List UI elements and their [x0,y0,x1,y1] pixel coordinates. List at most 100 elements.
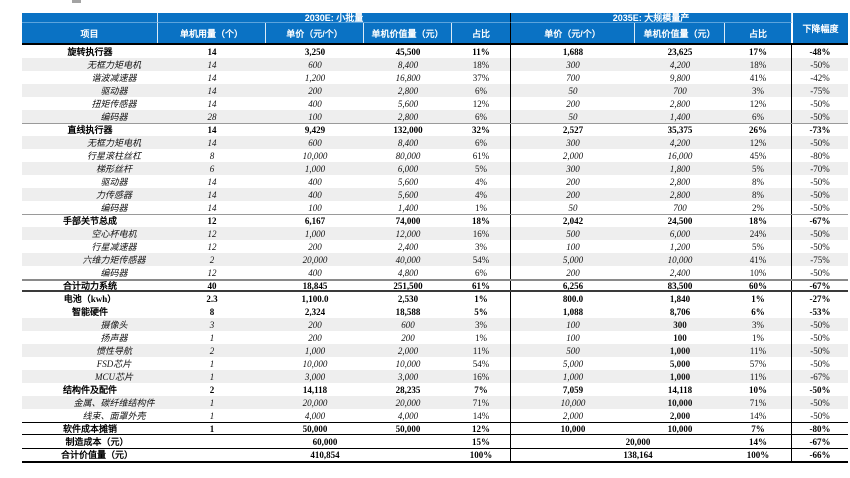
value-cell: 10,000 [667,254,693,265]
table-row: 电池（kwh） 2.3 1,100.0 2,530 1% 800.0 1,840 1% -27% [22,292,848,305]
value-cell: -50% [810,202,830,213]
value-cell: 200 [566,98,580,109]
item-label: 行星减速器 [91,241,137,252]
value-cell: 100 [308,202,322,213]
value-cell: 6,256 [562,281,584,290]
header-group-2030: 2030E: 小批量 [158,13,511,23]
value-cell: 5% [725,162,792,175]
value-cell: 26% [725,124,792,136]
item-label: 空心杯电机 [91,228,137,239]
table-row: 驱动器 14 400 5,600 4% 200 2,800 8% -50% [22,175,848,188]
table-row: 驱动器 14 200 2,800 6% 50 700 3% -75% [22,84,848,97]
value-cell: 1% [452,331,511,344]
value-cell: 12,000 [395,228,421,239]
value-cell: 8% [725,175,792,188]
value-cell: 300 [566,59,580,70]
value-cell: 2 [209,254,215,265]
value-cell: 5% [452,162,511,175]
value-cell: 6% [452,110,511,123]
column-header-value-2030: 单机价值量（元） [364,23,452,43]
item-label: MCU芯片 [95,371,133,382]
value-cell: 1,088 [562,306,584,317]
value-cell: 2,324 [304,306,326,317]
item-label: 惯性导航 [95,345,132,356]
value-cell: 41% [725,253,792,266]
value-cell: 1,200 [304,72,326,83]
value-cell: 2,800 [397,111,419,122]
value-cell: 74,000 [395,216,421,226]
value-cell: 18,845 [302,281,328,290]
value-cell: 700 [673,85,687,96]
value-cell: 1,000 [669,371,691,382]
table-row: 扬声器 1 200 200 1% 100 100 1% -50% [22,331,848,344]
value-cell: 50 [568,111,578,122]
value-cell: -50% [810,111,830,122]
value-cell: 16,000 [667,150,693,161]
value-cell: 60,000 [312,436,338,447]
table-row: FSD芯片 1 10,000 10,000 54% 5,000 5,000 57% -50% [22,357,848,370]
value-cell: 14% [452,409,511,422]
value-cell: 50 [568,85,578,96]
value-cell: 5,000 [669,358,691,369]
value-cell: 18,588 [395,306,421,317]
value-cell: 100 [673,332,687,343]
value-cell: 1,000 [304,345,326,356]
cost-breakdown-table: 2030E: 小批量 2035E: 大规模量产 下降幅度 项目 单机用量（个） … [22,13,848,463]
value-cell: 20,000 [302,397,328,408]
value-cell: 1,200 [669,241,691,252]
item-label: 编码器 [100,111,128,122]
value-cell: 1 [209,423,215,434]
value-cell: 10% [725,383,792,396]
item-label: 摄像头 [100,319,128,330]
value-cell: 50 [568,202,578,213]
value-cell: 100 [308,111,322,122]
column-header-share-2035: 占比 [725,23,792,43]
table-row: 编码器 12 400 4,800 6% 200 2,400 10% -50% [22,266,848,279]
value-cell: 400 [308,189,322,200]
value-cell: 61% [452,149,511,162]
value-cell: 5% [452,305,511,318]
table-row: 惯性导航 2 1,000 2,000 11% 500 1,000 11% -50% [22,344,848,357]
value-cell: 11% [452,45,511,58]
value-cell: 14 [207,202,217,213]
value-cell: 2 [209,345,215,356]
value-cell: 1,400 [397,202,419,213]
value-cell: 45% [725,149,792,162]
table-row: 谐波减速器 14 1,200 16,800 37% 700 9,800 41% -42% [22,71,848,84]
value-cell: 3,250 [304,46,326,57]
item-label: 旋转执行器 [67,46,113,57]
value-cell: 200 [566,189,580,200]
value-cell: 12 [207,267,217,278]
value-cell: 100 [566,332,580,343]
item-label: 驱动器 [100,176,128,187]
value-cell: 14 [207,85,217,96]
item-label: 无框力矩电机 [86,137,141,148]
value-cell: 400 [308,267,322,278]
value-cell: -50% [810,410,830,421]
value-cell: 18% [725,58,792,71]
value-cell: 12 [207,241,217,252]
column-header-price-2030: 单价（元/个） [266,23,364,43]
value-cell: 71% [725,396,792,409]
value-cell: -50% [810,397,830,408]
value-cell: -50% [810,358,830,369]
item-label: 合计价值量（元） [60,450,133,460]
value-cell: -50% [810,189,830,200]
value-cell: 45,500 [395,46,421,57]
value-cell: -67% [809,281,831,290]
value-cell: 20,000 [395,397,421,408]
value-cell: 1,688 [562,46,584,57]
value-cell: 1% [725,331,792,344]
value-cell: -75% [810,254,830,265]
value-cell: 10,000 [560,423,586,434]
value-cell: 2,530 [397,293,419,304]
value-cell: 54% [452,253,511,266]
value-cell: 71% [452,396,511,409]
value-cell: -27% [809,293,831,304]
table-row: 编码器 14 100 1,400 1% 50 700 2% -50% [22,201,848,214]
value-cell: 200 [308,85,322,96]
value-cell: -50% [810,267,830,278]
column-header-item: 项目 [22,23,158,43]
value-cell: 251,500 [393,281,423,290]
value-cell: 700 [673,202,687,213]
